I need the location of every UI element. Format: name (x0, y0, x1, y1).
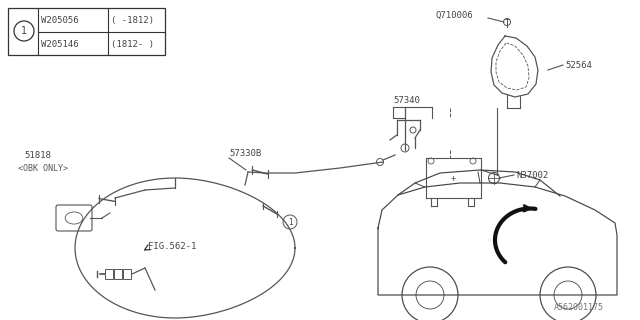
Bar (123, 269, 131, 279)
Text: W205056: W205056 (41, 15, 79, 25)
Text: 1: 1 (288, 218, 292, 227)
Text: W205146: W205146 (41, 39, 79, 49)
Text: +: + (451, 173, 456, 182)
Text: <OBK ONLY>: <OBK ONLY> (18, 164, 68, 172)
Text: 57340: 57340 (393, 95, 420, 105)
Text: Q710006: Q710006 (435, 11, 472, 20)
Text: 1: 1 (21, 26, 27, 36)
Text: FIG.562-1: FIG.562-1 (148, 242, 196, 251)
Text: A562001175: A562001175 (554, 303, 604, 313)
Text: 57330B: 57330B (229, 148, 261, 157)
Bar (8, 8, 165, 55)
Bar (114, 269, 122, 279)
Text: (1812- ): (1812- ) (111, 39, 154, 49)
Text: 51818: 51818 (24, 150, 51, 159)
Text: N37002: N37002 (516, 171, 548, 180)
Bar (105, 269, 113, 279)
Text: ( -1812): ( -1812) (111, 15, 154, 25)
Text: 52564: 52564 (565, 60, 592, 69)
